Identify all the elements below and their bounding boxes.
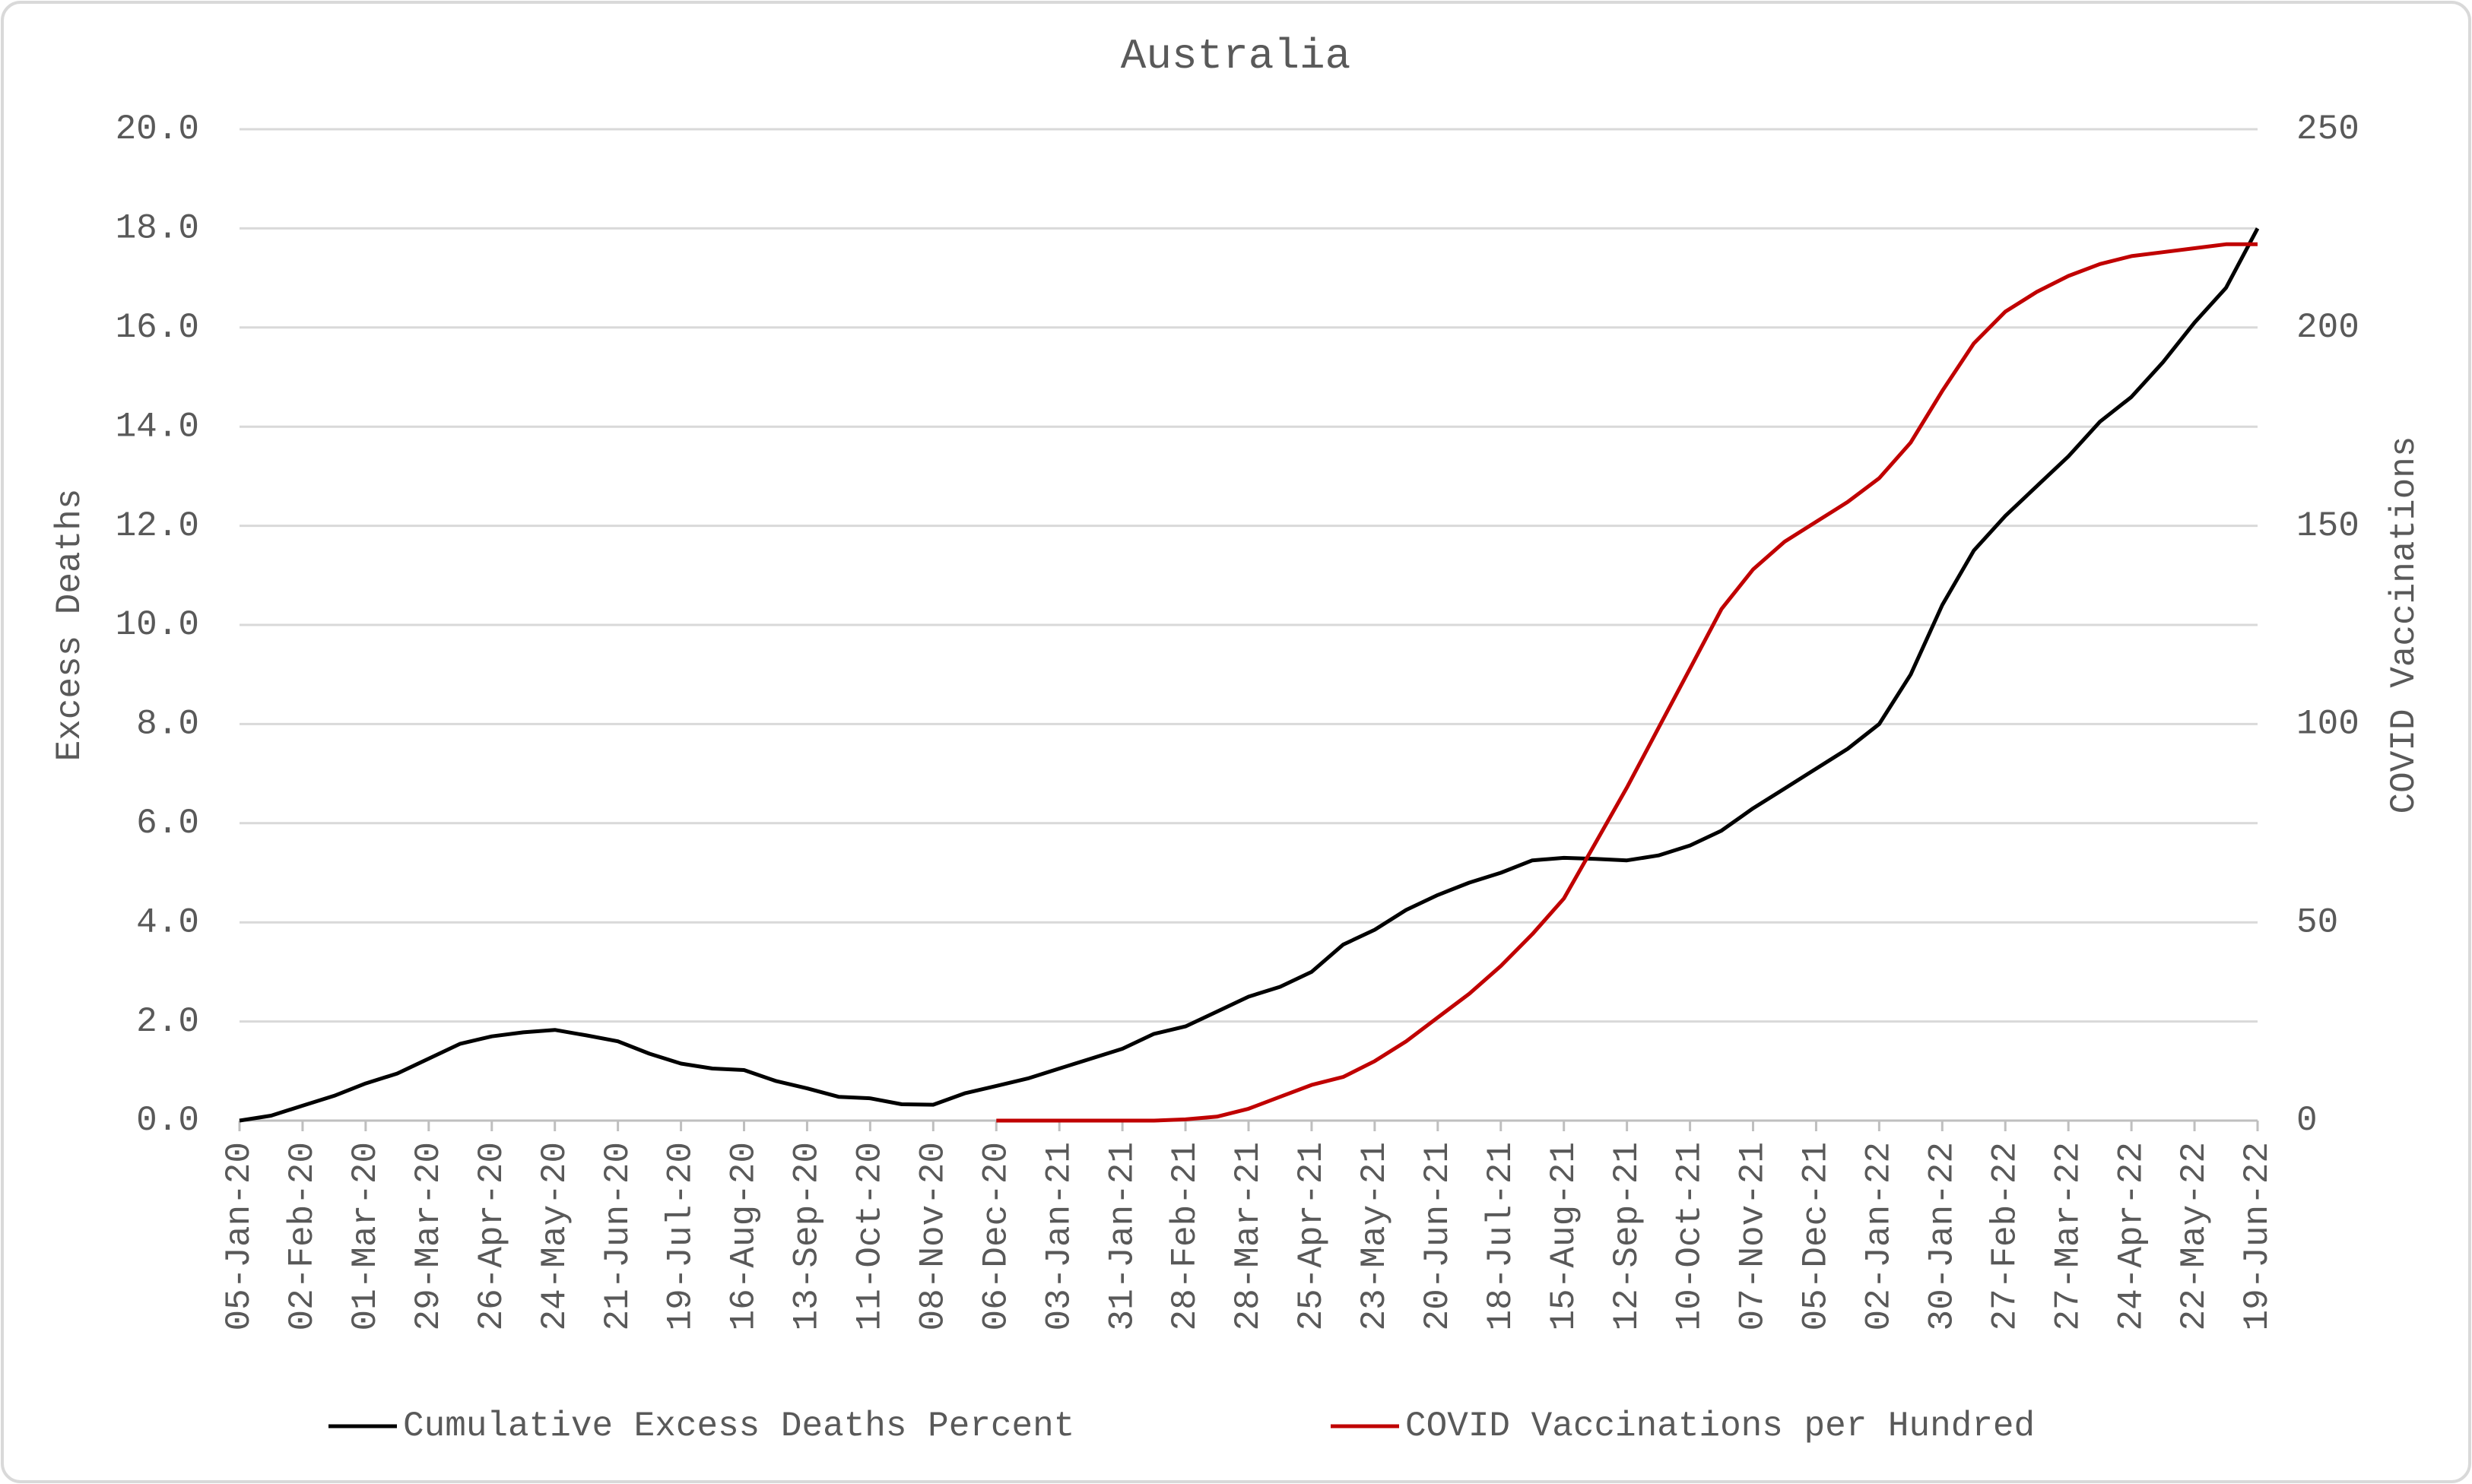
x-tick-label: 26-Apr-20 bbox=[472, 1142, 512, 1330]
legend-label: COVID Vaccinations per Hundred bbox=[1405, 1406, 2035, 1446]
y-axis-title: Excess Deaths bbox=[50, 489, 90, 762]
y2-tick-label: 250 bbox=[2296, 109, 2359, 149]
x-tick-label: 10-Oct-21 bbox=[1671, 1142, 1710, 1330]
x-tick-label: 06-Dec-20 bbox=[976, 1142, 1016, 1330]
x-tick-label: 19-Jun-22 bbox=[2238, 1142, 2277, 1330]
chart-title: Australia bbox=[1121, 32, 1350, 81]
y-tick-label: 4.0 bbox=[136, 902, 199, 942]
y-tick-label: 14.0 bbox=[116, 407, 199, 446]
y-tick-label: 6.0 bbox=[136, 804, 199, 843]
x-tick-label: 25-Apr-21 bbox=[1292, 1142, 1331, 1330]
x-tick-label: 31-Jan-21 bbox=[1103, 1142, 1142, 1330]
x-tick-label: 16-Aug-20 bbox=[725, 1142, 764, 1330]
x-tick-label: 02-Feb-20 bbox=[283, 1142, 322, 1330]
x-tick-label: 01-Mar-20 bbox=[346, 1142, 386, 1330]
series-line bbox=[239, 227, 2260, 1123]
x-tick-label: 30-Jan-22 bbox=[1922, 1142, 1962, 1330]
x-tick-label: 19-Jul-20 bbox=[662, 1142, 701, 1330]
y2-tick-label: 50 bbox=[2296, 902, 2338, 942]
x-tick-label: 29-Mar-20 bbox=[409, 1142, 449, 1330]
y-tick-label: 2.0 bbox=[136, 1002, 199, 1042]
x-tick-label: 05-Dec-21 bbox=[1797, 1142, 1836, 1330]
y-tick-label: 16.0 bbox=[116, 308, 199, 347]
x-tick-label: 13-Sep-20 bbox=[788, 1142, 827, 1330]
y-tick-label: 20.0 bbox=[116, 109, 199, 149]
x-tick-label: 28-Feb-21 bbox=[1166, 1142, 1205, 1330]
x-tick-label: 28-Mar-21 bbox=[1229, 1142, 1268, 1330]
x-tick-label: 21-Jun-20 bbox=[598, 1142, 638, 1330]
y-tick-label: 12.0 bbox=[116, 506, 199, 546]
x-tick-label: 02-Jan-22 bbox=[1860, 1142, 1899, 1330]
x-tick-label: 15-Aug-21 bbox=[1544, 1142, 1584, 1330]
x-tick-label: 18-Jul-21 bbox=[1481, 1142, 1521, 1330]
y-tick-label: 10.0 bbox=[116, 605, 199, 645]
x-tick-label: 07-Nov-21 bbox=[1734, 1142, 1773, 1330]
x-tick-label: 24-Apr-22 bbox=[2112, 1142, 2151, 1330]
x-tick-label: 03-Jan-21 bbox=[1039, 1142, 1079, 1330]
series-line bbox=[996, 242, 2258, 1123]
x-tick-label: 08-Nov-20 bbox=[913, 1142, 953, 1330]
x-tick-label: 11-Oct-20 bbox=[851, 1142, 890, 1330]
y-tick-label: 18.0 bbox=[116, 209, 199, 249]
y2-tick-label: 0 bbox=[2296, 1101, 2318, 1140]
y-tick-label: 8.0 bbox=[136, 705, 199, 744]
x-tick-label: 27-Mar-22 bbox=[2048, 1142, 2088, 1330]
y2-tick-label: 200 bbox=[2296, 308, 2359, 347]
x-tick-label: 12-Sep-21 bbox=[1607, 1142, 1647, 1330]
x-tick-label: 24-May-20 bbox=[535, 1142, 575, 1330]
legend-label: Cumulative Excess Deaths Percent bbox=[403, 1406, 1074, 1446]
y2-tick-label: 100 bbox=[2296, 705, 2359, 744]
x-tick-label: 23-May-21 bbox=[1355, 1142, 1395, 1330]
x-tick-label: 20-Jun-21 bbox=[1418, 1142, 1458, 1330]
y-tick-label: 0.0 bbox=[136, 1101, 199, 1140]
y2-tick-label: 150 bbox=[2296, 506, 2359, 546]
x-tick-label: 22-May-22 bbox=[2175, 1142, 2214, 1330]
x-tick-label: 27-Feb-22 bbox=[1985, 1142, 2025, 1330]
y2-axis-title: COVID Vaccinations bbox=[2385, 436, 2424, 814]
x-tick-label: 05-Jan-20 bbox=[220, 1142, 259, 1330]
